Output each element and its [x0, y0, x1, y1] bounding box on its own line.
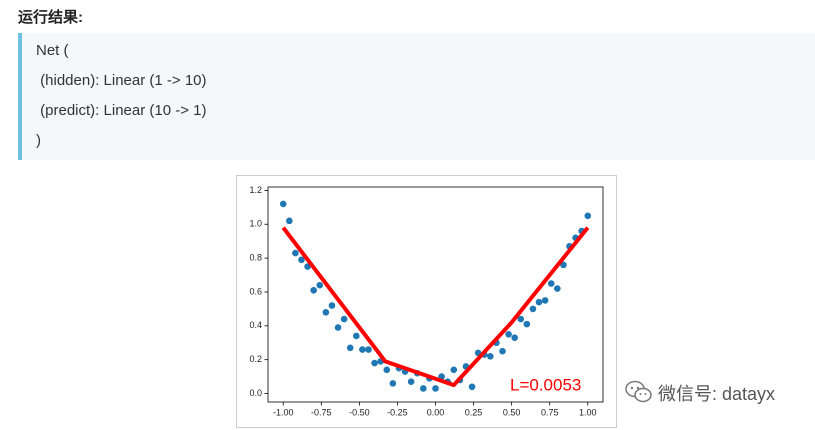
point: [529, 305, 537, 313]
point: [279, 200, 287, 208]
point: [487, 352, 494, 360]
code-block: Net ( (hidden): Linear (1 -> 10) (predic…: [18, 33, 815, 160]
x-tick-label: -0.75: [311, 407, 332, 417]
wechat-icon: [625, 380, 652, 403]
point: [371, 359, 378, 367]
point: [517, 315, 525, 323]
point: [340, 315, 348, 323]
point: [554, 285, 561, 292]
x-tick-label: 0.00: [427, 407, 445, 417]
point: [523, 320, 531, 328]
point: [328, 302, 336, 309]
figure-frame: [236, 175, 617, 428]
axes-box: [267, 186, 604, 403]
point: [420, 385, 427, 392]
y-tick-label: 0.8: [249, 252, 262, 262]
y-tick-label: 0.2: [249, 354, 262, 364]
heading: 运行结果:: [18, 9, 83, 26]
point: [365, 346, 372, 353]
point: [353, 332, 360, 340]
point: [499, 347, 506, 355]
watermark: 微信号: datayx: [658, 384, 776, 404]
code-line: ): [36, 132, 41, 149]
point: [383, 366, 391, 374]
y-tick-label: 0.4: [249, 320, 262, 330]
point: [322, 308, 330, 316]
y-tick-label: 0.0: [249, 388, 262, 398]
x-tick-label: 0.25: [465, 407, 483, 417]
chart: -1.00 -0.75 -0.50 -0.25 0.00 0.25 0.50 0.75 1.00…: [249, 185, 604, 417]
point: [511, 334, 518, 341]
point: [292, 249, 299, 257]
point: [310, 286, 317, 294]
point: [468, 383, 476, 391]
x-tick-label: -1.00: [273, 407, 294, 417]
point: [541, 297, 549, 304]
x-tick-label: 1.00: [579, 407, 597, 417]
point: [286, 217, 293, 225]
code-line: Net (: [36, 42, 69, 59]
y-tick-label: 1.0: [249, 219, 262, 229]
point: [334, 324, 342, 331]
x-tick-label: -0.25: [387, 407, 408, 417]
point: [359, 346, 366, 353]
point: [505, 330, 512, 338]
x-tick-label: 0.75: [541, 407, 559, 417]
x-tick-label: -0.50: [349, 407, 370, 417]
annotation: L=0.0053: [510, 375, 581, 394]
point: [407, 378, 415, 385]
point: [346, 344, 354, 352]
point: [535, 298, 543, 306]
point: [547, 280, 555, 287]
point: [560, 261, 567, 269]
point: [450, 366, 458, 374]
y-tick-label: 1.2: [249, 185, 262, 195]
code-line: (hidden): Linear (1 -> 10): [36, 72, 207, 89]
fit-line: [281, 226, 590, 388]
point: [584, 212, 592, 220]
point: [316, 281, 324, 289]
point: [432, 385, 439, 392]
point: [389, 380, 397, 387]
y-tick-label: 0.6: [249, 286, 262, 296]
x-tick-label: 0.50: [503, 407, 521, 417]
point: [298, 256, 305, 264]
code-line: (predict): Linear (10 -> 1): [36, 102, 207, 119]
